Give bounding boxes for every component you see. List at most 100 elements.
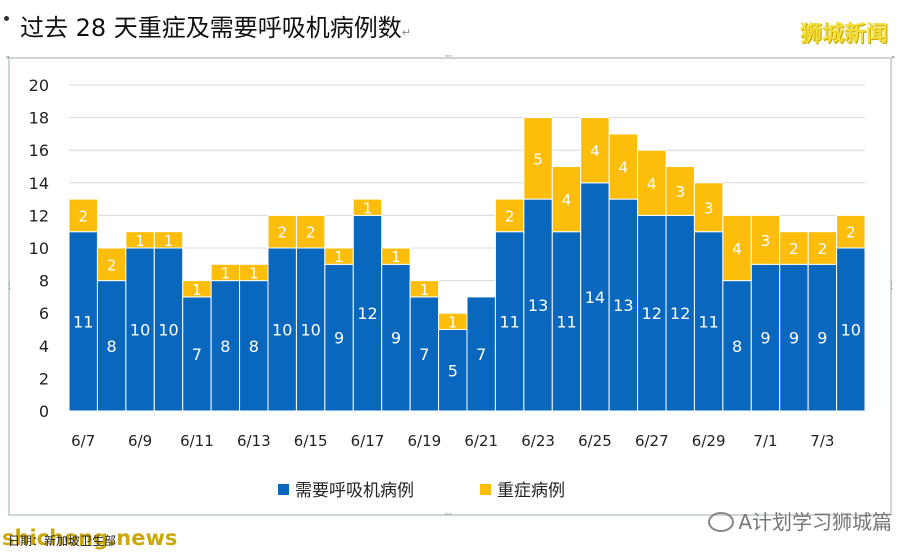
x-tick-label: 6/27	[635, 432, 669, 450]
data-label-ventilator: 9	[789, 329, 799, 348]
data-label-ventilator: 8	[107, 337, 117, 356]
data-label-critical: 1	[221, 264, 231, 282]
data-label-critical: 4	[562, 191, 572, 209]
data-label-ventilator: 9	[760, 329, 770, 348]
data-label-ventilator: 8	[220, 337, 230, 356]
x-tick-label: 6/15	[294, 432, 328, 450]
bar-ventilator	[551, 231, 582, 412]
bar-critical	[836, 214, 866, 249]
y-tick-label: 10	[29, 239, 49, 258]
bar-critical	[551, 166, 582, 233]
bar-ventilator	[68, 231, 98, 412]
data-label-ventilator: 13	[613, 296, 633, 315]
data-label-ventilator: 13	[528, 296, 548, 315]
wechat-account-name: A计划学习狮城篇	[738, 510, 892, 534]
bar-ventilator	[807, 263, 838, 412]
bar-ventilator	[750, 263, 781, 412]
bars: 1128210110171818110210291121917151711213…	[68, 117, 866, 412]
data-label-ventilator: 9	[391, 329, 401, 348]
x-tick-label: 6/17	[351, 432, 385, 450]
y-tick-label: 6	[39, 304, 49, 323]
chart-frame: ···· ···· ⋮ ⋮ ∘ ∘	[5, 52, 896, 520]
x-tick-label: 6/13	[237, 432, 271, 450]
data-label-critical: 4	[619, 159, 629, 177]
data-label-ventilator: 7	[419, 345, 429, 364]
data-label-critical: 2	[789, 240, 799, 258]
x-axis-ticks: 6/7 6/9 6/11 6/13 6/15 6/17 6/19 6/21 6/23 6/25 6/…	[71, 432, 834, 450]
data-label-critical: 2	[818, 240, 828, 258]
bar-ventilator	[381, 263, 411, 412]
x-tick-label: 6/7	[71, 432, 95, 450]
bar-critical	[807, 231, 838, 265]
x-tick-label: 6/21	[464, 432, 498, 450]
data-label-ventilator: 7	[476, 345, 486, 364]
data-label-ventilator: 10	[130, 321, 150, 340]
data-label-ventilator: 10	[158, 321, 178, 340]
data-label-critical: 4	[647, 175, 657, 193]
bar-ventilator	[96, 280, 127, 412]
bar-ventilator	[722, 280, 752, 412]
data-label-ventilator: 10	[841, 321, 861, 340]
x-tick-label: 6/23	[521, 432, 555, 450]
data-label-critical: 1	[334, 248, 344, 266]
resize-handle-top-left[interactable]: ∘	[5, 53, 11, 63]
data-label-ventilator: 11	[698, 312, 718, 331]
legend-swatch	[480, 484, 491, 495]
data-label-critical: 5	[533, 150, 543, 168]
data-label-ventilator: 10	[300, 321, 320, 340]
data-label-critical: 1	[135, 232, 145, 250]
data-label-critical: 3	[761, 232, 771, 250]
bar-ventilator	[466, 296, 496, 412]
bar-critical	[523, 117, 553, 200]
y-axis-ticks: 0 2 4 6 8 10 12 14 16 18 20	[29, 76, 49, 421]
data-label-ventilator: 11	[556, 312, 576, 331]
y-tick-label: 20	[29, 76, 49, 95]
bar-ventilator	[324, 263, 354, 412]
data-label-ventilator: 9	[817, 329, 827, 348]
bar-critical	[295, 214, 326, 249]
bar-ventilator	[637, 214, 667, 412]
resize-handle-bottom[interactable]: ····	[444, 510, 453, 520]
y-tick-label: 2	[39, 369, 49, 388]
x-tick-label: 6/25	[578, 432, 612, 450]
bar-critical	[68, 198, 98, 233]
data-label-critical: 1	[420, 281, 430, 299]
bar-ventilator	[438, 329, 468, 412]
data-label-critical: 2	[78, 207, 88, 225]
bar-ventilator	[580, 182, 610, 412]
legend: 需要呼吸机病例 重症病例	[278, 481, 565, 501]
data-label-critical: 2	[505, 207, 515, 225]
page-title: 过去 28 天重症及需要呼吸机病例数↵	[20, 8, 411, 43]
x-tick-label: 7/3	[810, 432, 834, 450]
data-label-ventilator: 11	[73, 312, 93, 331]
y-tick-label: 4	[39, 337, 49, 356]
y-tick-label: 14	[29, 174, 49, 193]
bar-critical	[381, 247, 411, 265]
data-label-ventilator: 8	[732, 337, 742, 356]
data-label-critical: 2	[277, 224, 287, 242]
data-label-critical: 1	[192, 281, 202, 299]
data-label-ventilator: 10	[272, 321, 292, 340]
wechat-watermark: A计划学习狮城篇	[708, 506, 892, 535]
data-label-critical: 1	[363, 199, 373, 217]
data-label-critical: 2	[306, 224, 316, 242]
x-tick-label: 7/1	[753, 432, 777, 450]
resize-handle-top-right[interactable]: ∘	[890, 53, 896, 63]
data-label-critical: 1	[448, 313, 458, 331]
data-label-ventilator: 11	[499, 312, 519, 331]
resize-handle-left[interactable]: ⋮	[5, 281, 14, 291]
data-label-critical: 2	[107, 256, 117, 274]
data-label-ventilator: 14	[585, 288, 605, 307]
resize-handle-top[interactable]: ····	[444, 52, 453, 62]
bar-ventilator	[295, 247, 326, 412]
legend-label: 重症病例	[497, 481, 565, 501]
x-tick-label: 6/19	[408, 432, 442, 450]
brand-logo: 狮城新闻	[799, 22, 888, 47]
bar-critical	[665, 166, 695, 216]
y-tick-label: 12	[29, 206, 49, 225]
resize-handle-right[interactable]: ⋮	[887, 281, 896, 291]
bar-critical	[693, 182, 724, 233]
bar-critical	[409, 280, 440, 298]
data-label-ventilator: 12	[357, 304, 377, 323]
